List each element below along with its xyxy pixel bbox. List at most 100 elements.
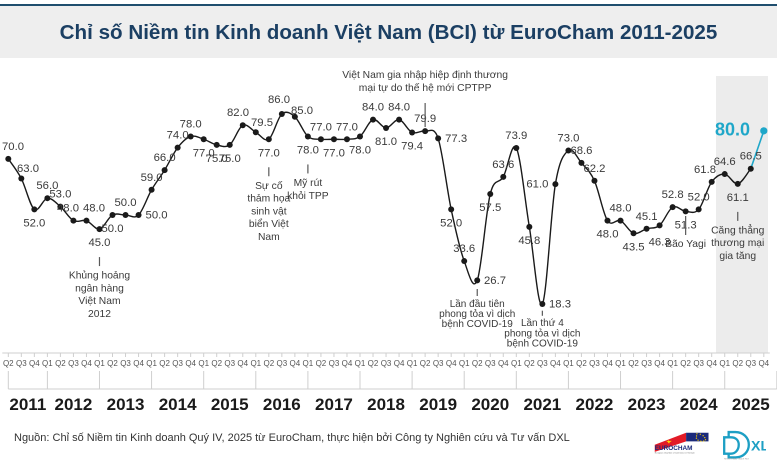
svg-text:Q2: Q2 — [680, 359, 691, 368]
svg-text:52.8: 52.8 — [662, 189, 684, 201]
svg-text:Q4: Q4 — [81, 359, 92, 368]
svg-text:73.0: 73.0 — [557, 132, 579, 144]
svg-text:57.5: 57.5 — [479, 202, 501, 214]
svg-text:77.0: 77.0 — [310, 121, 332, 133]
svg-text:Mỹ rút: Mỹ rút — [294, 178, 323, 189]
svg-text:thương mại: thương mại — [711, 238, 764, 249]
svg-text:45.0: 45.0 — [88, 237, 110, 249]
svg-text:2015: 2015 — [211, 395, 249, 414]
svg-text:Q3: Q3 — [172, 359, 183, 368]
svg-text:Q2: Q2 — [263, 359, 274, 368]
svg-text:80.0: 80.0 — [715, 119, 750, 139]
svg-text:70.0: 70.0 — [2, 141, 24, 153]
svg-text:Q3: Q3 — [485, 359, 496, 368]
svg-text:77.0: 77.0 — [323, 147, 345, 159]
svg-text:2018: 2018 — [367, 395, 405, 414]
svg-text:Q1: Q1 — [719, 359, 730, 368]
svg-text:77.0: 77.0 — [258, 147, 280, 159]
svg-text:Q4: Q4 — [550, 359, 561, 368]
svg-text:Q1: Q1 — [303, 359, 314, 368]
svg-text:Q2: Q2 — [107, 359, 118, 368]
svg-text:78.0: 78.0 — [349, 144, 371, 156]
svg-text:2011: 2011 — [9, 395, 46, 414]
svg-text:26.7: 26.7 — [484, 275, 506, 287]
svg-text:Q2: Q2 — [628, 359, 639, 368]
svg-text:Q2: Q2 — [3, 359, 14, 368]
svg-text:50.0: 50.0 — [102, 223, 124, 235]
svg-text:2012: 2012 — [55, 395, 93, 414]
svg-text:2017: 2017 — [315, 395, 353, 414]
svg-text:Q1: Q1 — [407, 359, 418, 368]
svg-text:Căng thẳng: Căng thẳng — [711, 223, 765, 236]
svg-text:Q2: Q2 — [732, 359, 743, 368]
svg-text:48.0: 48.0 — [83, 203, 105, 215]
svg-text:Q1: Q1 — [42, 359, 53, 368]
svg-text:78.0: 78.0 — [180, 118, 202, 130]
svg-text:48.0: 48.0 — [57, 203, 79, 215]
svg-text:63.0: 63.0 — [17, 163, 39, 175]
svg-text:REGISTE AND TRADE FILE: REGISTE AND TRADE FILE — [724, 458, 749, 461]
svg-text:2022: 2022 — [576, 395, 614, 414]
svg-text:Q3: Q3 — [589, 359, 600, 368]
svg-text:50.0: 50.0 — [115, 197, 137, 209]
svg-text:62.2: 62.2 — [583, 163, 605, 175]
svg-text:biển Việt: biển Việt — [249, 218, 289, 230]
svg-text:Q1: Q1 — [355, 359, 366, 368]
svg-text:Q4: Q4 — [237, 359, 248, 368]
svg-text:Q4: Q4 — [342, 359, 353, 368]
svg-text:52.0: 52.0 — [440, 217, 462, 229]
svg-text:Q3: Q3 — [641, 359, 652, 368]
svg-text:2024: 2024 — [680, 395, 718, 414]
svg-text:khỏi TPP: khỏi TPP — [287, 190, 329, 202]
svg-text:bệnh COVID-19: bệnh COVID-19 — [442, 319, 514, 330]
svg-text:50.0: 50.0 — [146, 210, 168, 222]
svg-text:Q1: Q1 — [511, 359, 522, 368]
svg-text:Q3: Q3 — [224, 359, 235, 368]
svg-text:2014: 2014 — [159, 395, 197, 414]
svg-text:84.0: 84.0 — [388, 102, 410, 114]
svg-text:77.3: 77.3 — [445, 133, 467, 145]
svg-text:59.0: 59.0 — [141, 172, 163, 184]
svg-text:2023: 2023 — [628, 395, 666, 414]
svg-text:European Chamber of Commerce i: European Chamber of Commerce in Vietnam — [655, 451, 695, 454]
svg-text:Q3: Q3 — [537, 359, 548, 368]
svg-text:Q2: Q2 — [159, 359, 170, 368]
svg-text:Q3: Q3 — [329, 359, 340, 368]
svg-text:Q4: Q4 — [706, 359, 717, 368]
svg-text:66.0: 66.0 — [154, 152, 176, 164]
svg-text:Q4: Q4 — [654, 359, 665, 368]
svg-text:gia tăng: gia tăng — [719, 251, 756, 262]
svg-text:Q2: Q2 — [55, 359, 66, 368]
svg-text:Q1: Q1 — [250, 359, 261, 368]
svg-text:18.3: 18.3 — [549, 299, 571, 311]
svg-text:Q1: Q1 — [198, 359, 209, 368]
svg-text:Khủng hoảng: Khủng hoảng — [69, 270, 131, 282]
svg-text:Q4: Q4 — [290, 359, 301, 368]
svg-text:68.6: 68.6 — [570, 145, 592, 157]
svg-text:Q2: Q2 — [472, 359, 483, 368]
svg-text:Q2: Q2 — [576, 359, 587, 368]
svg-text:Q4: Q4 — [133, 359, 144, 368]
svg-text:Q2: Q2 — [316, 359, 327, 368]
svg-text:Q2: Q2 — [420, 359, 431, 368]
svg-text:Việt Nam gia nhập hiệp định th: Việt Nam gia nhập hiệp định thương — [342, 70, 508, 81]
svg-text:43.5: 43.5 — [623, 241, 645, 253]
svg-text:74.0: 74.0 — [167, 130, 189, 142]
svg-text:Nam: Nam — [258, 232, 280, 243]
svg-text:82.0: 82.0 — [227, 107, 249, 119]
svg-text:Q2: Q2 — [211, 359, 222, 368]
svg-text:86.0: 86.0 — [268, 94, 290, 106]
svg-text:Q1: Q1 — [94, 359, 105, 368]
svg-text:mại tự do thế hệ mới CPTPP: mại tự do thế hệ mới CPTPP — [359, 82, 492, 94]
svg-text:81.0: 81.0 — [375, 136, 397, 148]
svg-text:Q3: Q3 — [381, 359, 392, 368]
svg-text:2013: 2013 — [107, 395, 145, 414]
svg-text:Q1: Q1 — [615, 359, 626, 368]
svg-text:61.0: 61.0 — [526, 179, 548, 191]
svg-text:Q3: Q3 — [16, 359, 27, 368]
svg-text:77.0: 77.0 — [336, 121, 358, 133]
svg-text:64.6: 64.6 — [714, 156, 736, 168]
svg-text:48.0: 48.0 — [596, 229, 618, 241]
svg-text:2025: 2025 — [732, 395, 770, 414]
svg-text:EUROCHAM: EUROCHAM — [655, 445, 693, 452]
